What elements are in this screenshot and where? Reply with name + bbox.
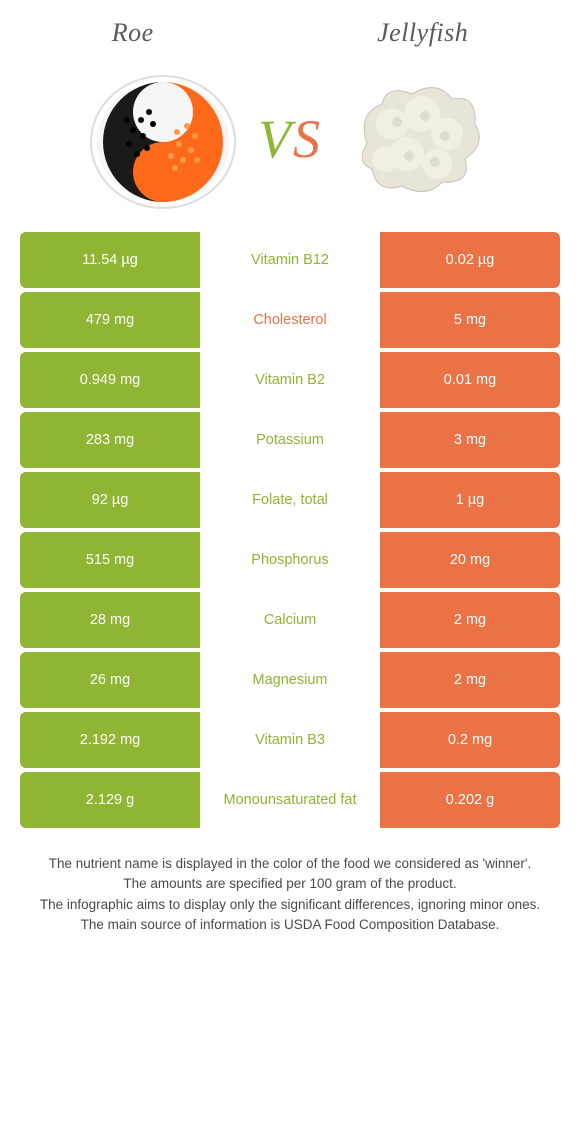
title-right: Jellyfish (377, 18, 468, 48)
cell-left-value: 515 mg (20, 532, 200, 588)
cell-right-value: 0.01 mg (380, 352, 560, 408)
cell-nutrient-label: Vitamin B2 (200, 352, 380, 408)
cell-left-value: 2.129 g (20, 772, 200, 828)
table-row: 2.129 gMonounsaturated fat0.202 g (20, 772, 560, 828)
cell-left-value: 2.192 mg (20, 712, 200, 768)
vs-row: VS (0, 58, 580, 232)
footer-line-2: The amounts are specified per 100 gram o… (30, 874, 550, 894)
cell-right-value: 2 mg (380, 652, 560, 708)
table-row: 11.54 µgVitamin B120.02 µg (20, 232, 560, 288)
cell-right-value: 2 mg (380, 592, 560, 648)
header-titles: Roe Jellyfish (0, 0, 580, 58)
vs-s: S (293, 109, 322, 169)
table-row: 479 mgCholesterol5 mg (20, 292, 560, 348)
cell-left-value: 11.54 µg (20, 232, 200, 288)
cell-right-value: 1 µg (380, 472, 560, 528)
vs-label: VS (258, 108, 322, 170)
cell-right-value: 0.2 mg (380, 712, 560, 768)
cell-nutrient-label: Folate, total (200, 472, 380, 528)
cell-right-value: 5 mg (380, 292, 560, 348)
table-row: 26 mgMagnesium2 mg (20, 652, 560, 708)
title-left: Roe (112, 18, 154, 48)
footer-line-3: The infographic aims to display only the… (30, 895, 550, 915)
cell-nutrient-label: Cholesterol (200, 292, 380, 348)
cell-nutrient-label: Vitamin B12 (200, 232, 380, 288)
comparison-table: 11.54 µgVitamin B120.02 µg479 mgCholeste… (20, 232, 560, 828)
table-row: 515 mgPhosphorus20 mg (20, 532, 560, 588)
cell-nutrient-label: Calcium (200, 592, 380, 648)
table-row: 28 mgCalcium2 mg (20, 592, 560, 648)
footer-line-1: The nutrient name is displayed in the co… (30, 854, 550, 874)
cell-nutrient-label: Phosphorus (200, 532, 380, 588)
jellyfish-image (332, 64, 502, 214)
cell-left-value: 26 mg (20, 652, 200, 708)
cell-right-value: 0.202 g (380, 772, 560, 828)
cell-left-value: 283 mg (20, 412, 200, 468)
cell-nutrient-label: Magnesium (200, 652, 380, 708)
cell-left-value: 28 mg (20, 592, 200, 648)
cell-right-value: 3 mg (380, 412, 560, 468)
footer-notes: The nutrient name is displayed in the co… (30, 854, 550, 935)
cell-left-value: 0.949 mg (20, 352, 200, 408)
cell-right-value: 0.02 µg (380, 232, 560, 288)
cell-nutrient-label: Potassium (200, 412, 380, 468)
cell-left-value: 92 µg (20, 472, 200, 528)
table-row: 0.949 mgVitamin B20.01 mg (20, 352, 560, 408)
cell-nutrient-label: Monounsaturated fat (200, 772, 380, 828)
vs-v: V (258, 109, 293, 169)
cell-nutrient-label: Vitamin B3 (200, 712, 380, 768)
footer-line-4: The main source of information is USDA F… (30, 915, 550, 935)
roe-image (78, 64, 248, 214)
cell-right-value: 20 mg (380, 532, 560, 588)
table-row: 283 mgPotassium3 mg (20, 412, 560, 468)
table-row: 2.192 mgVitamin B30.2 mg (20, 712, 560, 768)
cell-left-value: 479 mg (20, 292, 200, 348)
table-row: 92 µgFolate, total1 µg (20, 472, 560, 528)
